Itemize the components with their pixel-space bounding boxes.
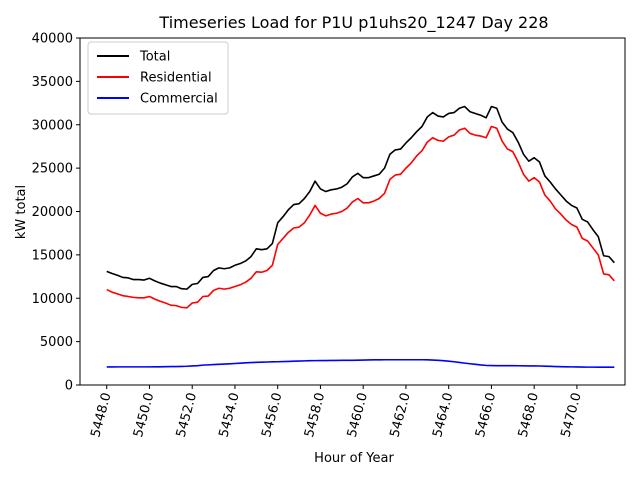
x-tick-label: 5462.0 [388, 391, 414, 439]
legend-box [87, 41, 229, 115]
legend: Total Residential Commercial [87, 41, 229, 115]
y-tick-label: 0 [65, 379, 73, 394]
y-tick-label: 5000 [40, 335, 73, 350]
x-tick-label: 5460.0 [345, 391, 371, 439]
legend-label-residential: Residential [140, 71, 212, 86]
y-axis: 0 5000 10000 15000 20000 25000 30000 35000 40000 [32, 32, 80, 394]
x-tick-label: 5464.0 [430, 391, 456, 439]
y-axis-label: kW total [14, 185, 29, 239]
legend-label-commercial: Commercial [140, 92, 218, 107]
x-tick-label: 5454.0 [217, 391, 243, 439]
series-line-commercial [106, 358, 615, 369]
x-tick-label: 5468.0 [516, 391, 542, 439]
x-tick-label: 5452.0 [174, 391, 200, 439]
x-axis-label: Hour of Year [314, 451, 394, 466]
x-tick-label: 5458.0 [302, 391, 328, 439]
x-tick-label: 5450.0 [131, 391, 157, 439]
x-tick-label: 5466.0 [473, 391, 499, 439]
y-tick-label: 20000 [32, 205, 73, 220]
series-line-residential [106, 125, 615, 309]
x-axis: 5448.0 5450.0 5452.0 5454.0 5456.0 5458.0 5460… [88, 385, 585, 439]
chart-title: Timeseries Load for P1U p1uhs20_1247 Day… [158, 13, 548, 33]
y-tick-label: 25000 [32, 162, 73, 177]
y-tick-label: 10000 [32, 292, 73, 307]
series-line-total [106, 105, 615, 290]
series-lines [106, 105, 615, 369]
y-tick-label: 35000 [32, 75, 73, 90]
x-tick-label: 5448.0 [88, 391, 114, 439]
x-tick-label: 5456.0 [259, 391, 285, 439]
x-tick-label: 5470.0 [559, 391, 585, 439]
legend-label-total: Total [139, 50, 170, 65]
y-tick-label: 40000 [32, 32, 73, 47]
y-tick-label: 15000 [32, 248, 73, 263]
y-tick-label: 30000 [32, 118, 73, 133]
